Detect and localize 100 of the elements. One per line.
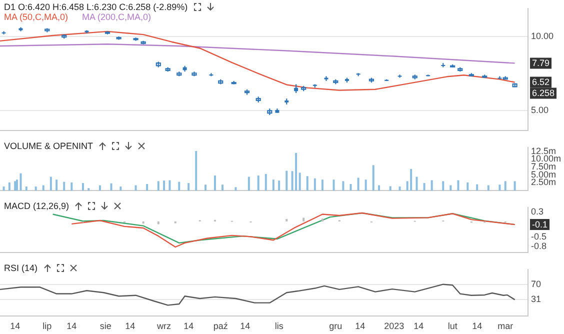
bar: [410, 168, 412, 191]
bar: [450, 185, 452, 191]
bar: [306, 176, 308, 191]
bar: [214, 176, 216, 191]
bar: [416, 176, 418, 191]
x-tick-label: 14: [472, 321, 482, 332]
annotation: 6.258: [532, 88, 555, 98]
x-tick-label: lut: [448, 321, 458, 332]
chart-title: VOLUME & OPENINT: [4, 141, 94, 151]
bar: [295, 152, 298, 191]
y-tick-label: 5.00: [531, 105, 549, 116]
candlestick: [324, 76, 328, 82]
bar: [34, 186, 37, 191]
y-tick-label: 10.00m: [531, 154, 562, 164]
y-tick-label: 70: [531, 278, 542, 289]
y-tick-label: 5.00m: [531, 169, 556, 180]
bar: [298, 172, 301, 191]
bar: [257, 176, 260, 191]
bar: [514, 181, 516, 191]
chart-title: MACD (12,26,9): [4, 201, 70, 211]
bar: [248, 176, 250, 191]
x-tick-label: 14: [355, 321, 366, 332]
bar: [487, 185, 490, 191]
y-tick-label: -0.5: [531, 232, 547, 242]
y-tick-label: -0.8: [531, 240, 547, 251]
x-tick-label: 14: [414, 321, 424, 332]
bar: [70, 182, 73, 191]
bar: [278, 180, 280, 191]
chart-title: D1 O:6.420 H:6.458 L:6.230 C:6.258 (-2.89%): [4, 2, 188, 12]
x-tick-label: mar: [498, 321, 514, 332]
bar: [342, 181, 344, 191]
bar: [466, 182, 469, 191]
bar: [442, 181, 444, 191]
bar: [204, 184, 207, 191]
bar: [157, 181, 160, 191]
x-tick-label: gru: [329, 321, 342, 332]
bar: [98, 185, 101, 191]
candlestick: [398, 74, 402, 78]
bar: [457, 180, 460, 191]
text: MA (200,C,MA,0): [82, 12, 152, 22]
x-tick-label: sie: [100, 321, 112, 332]
y-tick-label: 10.00: [531, 30, 554, 41]
y-tick-label: 12.5m: [531, 146, 556, 156]
bar: [25, 186, 28, 191]
y-tick-label: 31: [531, 294, 542, 304]
bar: [430, 180, 433, 191]
bar: [398, 186, 401, 191]
bar: [504, 181, 506, 191]
series-label: MA (50,C,MA,0): [4, 12, 68, 22]
bar: [168, 180, 171, 191]
annotation: -0.1: [532, 220, 548, 230]
bar: [56, 180, 58, 191]
x-tick-label: 14: [10, 321, 20, 332]
bar: [364, 180, 367, 191]
bar: [82, 183, 84, 191]
annotation: 7.79: [532, 58, 550, 68]
x-tick-label: 2023: [384, 321, 404, 332]
bar: [50, 176, 52, 191]
bar: [476, 184, 478, 191]
annotation: 6.52: [532, 77, 550, 88]
y-tick-label: 2.50m: [531, 177, 556, 188]
bar: [314, 178, 316, 191]
bar: [272, 180, 274, 191]
x-tick-label: lip: [42, 321, 52, 332]
bar: [195, 151, 198, 191]
y-tick-label: 0.3: [531, 206, 544, 217]
bar: [188, 183, 190, 191]
bar: [178, 182, 180, 191]
x-tick-label: 14: [66, 321, 77, 332]
x-tick-label: paź: [213, 321, 228, 332]
bar: [120, 186, 122, 191]
bar: [423, 183, 426, 191]
bar: [20, 173, 22, 191]
x-tick-label: 14: [125, 321, 136, 332]
x-tick-label: lis: [274, 321, 284, 332]
bar: [88, 188, 90, 191]
bar: [498, 184, 501, 191]
bar: [321, 180, 324, 191]
bar: [286, 170, 288, 191]
bar: [163, 180, 166, 191]
chart-title: RSI (14): [4, 263, 38, 273]
bar: [389, 186, 392, 191]
x-tick-label: 14: [184, 321, 194, 332]
candlestick: [209, 72, 214, 77]
x-tick-label: wrz: [156, 321, 172, 332]
bar: [264, 174, 267, 191]
x-tick-label: 14: [240, 321, 250, 332]
bar: [8, 182, 10, 191]
bar: [222, 184, 224, 191]
bar: [110, 183, 112, 191]
bar: [372, 165, 374, 191]
bar: [146, 184, 148, 191]
bar: [42, 185, 44, 191]
bar: [332, 180, 335, 191]
bar: [134, 185, 137, 191]
y-tick-label: 7.50m: [531, 162, 556, 172]
bar: [234, 187, 237, 191]
candlestick: [356, 72, 360, 77]
bar: [357, 178, 360, 191]
bar: [378, 185, 380, 191]
